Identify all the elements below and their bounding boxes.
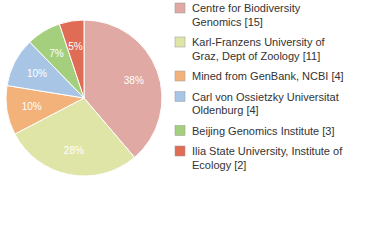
pie-slice bbox=[59, 20, 84, 98]
legend-swatch bbox=[175, 3, 185, 13]
pie-slice bbox=[15, 98, 135, 176]
legend-label: Ilia State University, Institute ofEcolo… bbox=[192, 145, 343, 171]
legend-label: Centre for BiodiversityGenomics [15] bbox=[192, 2, 301, 28]
legend-label: Carl von Ossietzky UniversitatOldenburg … bbox=[192, 91, 339, 117]
legend: Centre for BiodiversityGenomics [15] Karl… bbox=[175, 2, 344, 171]
data-label: 28% bbox=[64, 145, 84, 156]
legend-swatch bbox=[175, 37, 185, 47]
data-label: 7% bbox=[49, 48, 64, 59]
legend-label: Karl-Franzens University ofGraz, Dept of… bbox=[192, 36, 326, 62]
data-label: 5% bbox=[68, 41, 83, 52]
data-label: 10% bbox=[27, 68, 47, 79]
legend-label: Mined from GenBank, NCBI [4] bbox=[192, 70, 344, 82]
legend-swatch bbox=[175, 71, 185, 81]
data-label: 38% bbox=[124, 75, 144, 86]
legend-swatch bbox=[175, 92, 185, 102]
pie bbox=[6, 20, 162, 176]
legend-swatch bbox=[175, 146, 185, 156]
chart: 38%28%10%10%7%5%Centre for BiodiversityG… bbox=[0, 0, 380, 240]
data-label: 10% bbox=[22, 101, 42, 112]
legend-swatch bbox=[175, 126, 185, 136]
legend-label: Beijing Genomics Institute [3] bbox=[192, 125, 334, 137]
